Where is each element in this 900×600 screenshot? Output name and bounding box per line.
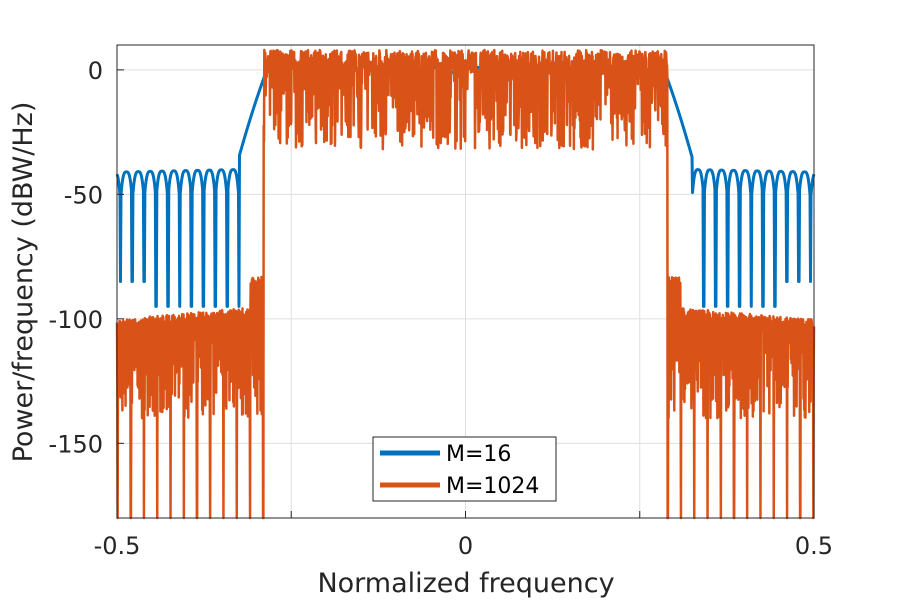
y-axis-label: Power/frequency (dBW/Hz) <box>8 102 39 463</box>
y-tick-label: -50 <box>64 181 103 209</box>
legend: M=16 M=1024 <box>372 436 557 502</box>
series-line-m1024 <box>115 48 816 520</box>
legend-label-m1024: M=1024 <box>446 474 539 499</box>
x-tick-label: 0 <box>458 532 473 560</box>
legend-label-m16: M=16 <box>446 442 511 467</box>
x-axis: -0.5 0 0.5 <box>94 511 833 560</box>
x-tick-label: 0.5 <box>795 532 833 560</box>
legend-box <box>372 436 557 502</box>
x-axis-label: Normalized frequency <box>317 568 614 599</box>
plot-area <box>115 48 816 520</box>
y-tick-label: 0 <box>88 57 103 85</box>
y-axis: 0 -50 -100 -150 <box>49 57 124 458</box>
x-tick-label: -0.5 <box>94 532 141 560</box>
y-tick-label: -150 <box>49 430 103 458</box>
y-tick-label: -100 <box>49 306 103 334</box>
